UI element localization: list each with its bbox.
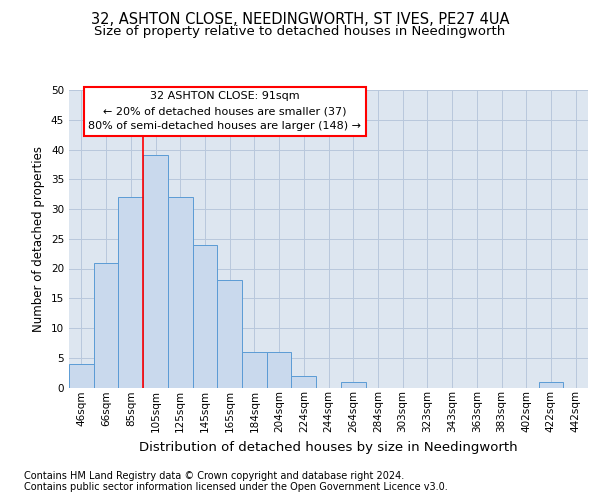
Y-axis label: Number of detached properties: Number of detached properties [32, 146, 46, 332]
Text: 32 ASHTON CLOSE: 91sqm
← 20% of detached houses are smaller (37)
80% of semi-det: 32 ASHTON CLOSE: 91sqm ← 20% of detached… [88, 92, 361, 131]
Text: 32, ASHTON CLOSE, NEEDINGWORTH, ST IVES, PE27 4UA: 32, ASHTON CLOSE, NEEDINGWORTH, ST IVES,… [91, 12, 509, 28]
Bar [267, 352, 292, 388]
Bar [341, 382, 365, 388]
Text: Size of property relative to detached houses in Needingworth: Size of property relative to detached ho… [94, 25, 506, 38]
Text: Contains public sector information licensed under the Open Government Licence v3: Contains public sector information licen… [24, 482, 448, 492]
Bar [69, 364, 94, 388]
Bar [118, 197, 143, 388]
Bar [143, 156, 168, 388]
Bar [168, 197, 193, 388]
Bar [217, 280, 242, 388]
Bar [242, 352, 267, 388]
Bar [539, 382, 563, 388]
Text: Contains HM Land Registry data © Crown copyright and database right 2024.: Contains HM Land Registry data © Crown c… [24, 471, 404, 481]
Bar [94, 262, 118, 388]
Bar [292, 376, 316, 388]
Bar [193, 244, 217, 388]
X-axis label: Distribution of detached houses by size in Needingworth: Distribution of detached houses by size … [139, 440, 518, 454]
